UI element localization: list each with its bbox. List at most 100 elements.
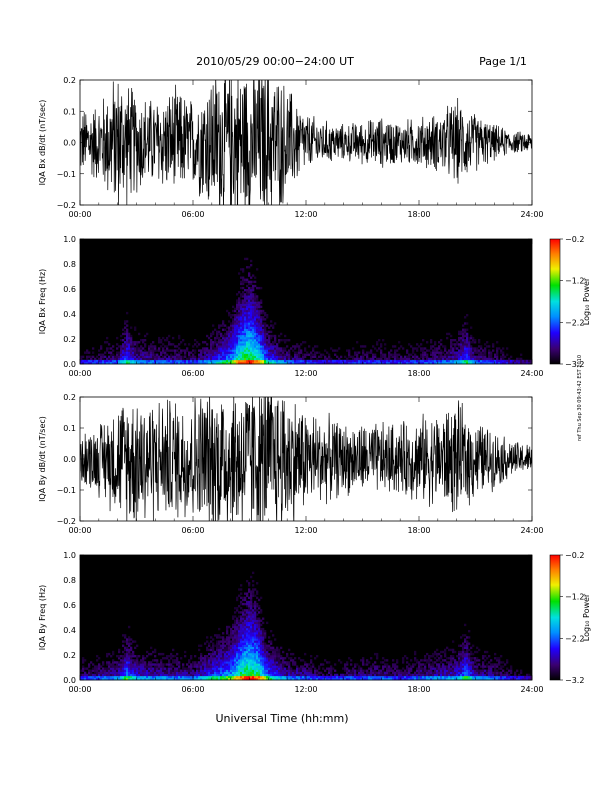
spectrogram-cell bbox=[298, 677, 301, 681]
spectrogram-cell bbox=[262, 324, 265, 327]
spectrogram-cell bbox=[110, 675, 113, 679]
spectrogram-cell bbox=[238, 642, 241, 645]
spectrogram-cell bbox=[222, 644, 225, 647]
spectrogram-cell bbox=[238, 326, 241, 329]
spectrogram-cell bbox=[306, 359, 309, 363]
spectrogram-cell bbox=[250, 305, 253, 309]
spectrogram-cell bbox=[236, 663, 239, 666]
spectrogram-cell bbox=[512, 675, 515, 679]
spectrogram-cell bbox=[160, 659, 163, 662]
spectrogram-cell bbox=[248, 334, 251, 338]
spectrogram-cell bbox=[98, 675, 101, 679]
spectrogram-cell bbox=[466, 636, 469, 639]
spectrogram-cell bbox=[222, 646, 225, 650]
spectrogram-cell bbox=[462, 644, 465, 647]
spectrogram-cell bbox=[152, 355, 155, 359]
spectrogram-cell bbox=[228, 353, 231, 356]
spectrogram-cell bbox=[134, 673, 137, 677]
spectrogram-cell bbox=[510, 361, 513, 365]
spectrogram-cell bbox=[238, 305, 241, 309]
spectrogram-cell bbox=[362, 345, 365, 348]
spectrogram-cell bbox=[216, 343, 219, 346]
spectrogram-cell bbox=[110, 347, 113, 350]
spectrogram-cell bbox=[366, 675, 369, 679]
spectrogram-cell bbox=[276, 675, 279, 679]
spectrogram-cell bbox=[270, 320, 273, 323]
spectrogram-cell bbox=[212, 341, 215, 344]
spectrogram-cell bbox=[488, 359, 491, 363]
spectrogram-cell bbox=[258, 677, 261, 681]
spectrogram-cell bbox=[462, 655, 465, 658]
spectrogram-cell bbox=[272, 657, 275, 660]
spectrogram-cell bbox=[224, 667, 227, 670]
spectrogram-cell bbox=[250, 652, 253, 656]
spectrogram-cell bbox=[370, 673, 373, 677]
spectrogram-cell bbox=[454, 673, 457, 677]
spectrogram-cell bbox=[250, 280, 253, 284]
spectrogram-cell bbox=[220, 667, 223, 670]
spectrogram-cell bbox=[232, 339, 235, 342]
spectrogram-cell bbox=[470, 341, 473, 344]
spectrogram-cell bbox=[386, 659, 389, 662]
spectrogram-cell bbox=[254, 648, 257, 652]
spectrogram-cell bbox=[322, 675, 325, 679]
spectrogram-cell bbox=[320, 675, 323, 679]
spectrogram-cell bbox=[212, 665, 215, 668]
spectrogram-cell bbox=[264, 632, 267, 635]
spectrogram-cell bbox=[420, 663, 423, 666]
spectrogram-cell bbox=[474, 347, 477, 350]
spectrogram-cell bbox=[206, 636, 209, 639]
spectrogram-cell bbox=[236, 322, 239, 325]
spectrogram-cell bbox=[320, 671, 323, 675]
spectrogram-cell bbox=[144, 343, 147, 346]
spectrogram-cell bbox=[122, 640, 125, 643]
spectrogram-cell bbox=[144, 669, 147, 672]
spectrogram-cell bbox=[130, 646, 133, 650]
spectrogram-cell bbox=[456, 351, 459, 354]
spectrogram-cell bbox=[410, 677, 413, 681]
spectrogram-cell bbox=[190, 663, 193, 666]
spectrogram-cell bbox=[438, 675, 441, 679]
spectrogram-cell bbox=[460, 359, 463, 363]
spectrogram-cell bbox=[258, 322, 261, 325]
spectrogram-cell bbox=[88, 677, 91, 681]
x-tick-label: 06:00 bbox=[181, 369, 204, 378]
spectrogram-cell bbox=[270, 334, 273, 338]
spectrogram-cell bbox=[266, 671, 269, 675]
spectrogram-cell bbox=[252, 301, 255, 304]
spectrogram-cell bbox=[166, 347, 169, 350]
spectrogram-cell bbox=[228, 336, 231, 340]
spectrogram-cell bbox=[478, 648, 481, 652]
spectrogram-cell bbox=[464, 650, 467, 654]
spectrogram-cell bbox=[436, 665, 439, 668]
spectrogram-cell bbox=[250, 326, 253, 329]
spectrogram-cell bbox=[224, 361, 227, 365]
spectrogram-cell bbox=[272, 343, 275, 346]
spectrogram-cell bbox=[236, 673, 239, 677]
spectrogram-cell bbox=[346, 675, 349, 679]
spectrogram-cell bbox=[260, 634, 263, 637]
spectrogram-cell bbox=[248, 584, 251, 587]
spectrogram-cell bbox=[452, 353, 455, 356]
spectrogram-cell bbox=[224, 336, 227, 340]
spectrogram-cell bbox=[228, 665, 231, 668]
spectrogram-cell bbox=[432, 349, 435, 352]
spectrogram-cell bbox=[210, 343, 213, 346]
spectrogram-cell bbox=[328, 355, 331, 359]
spectrogram-cell bbox=[424, 361, 427, 365]
spectrogram-cell bbox=[460, 347, 463, 350]
spectrogram-cell bbox=[116, 655, 119, 658]
spectrogram-cell bbox=[230, 642, 233, 645]
spectrogram-cell bbox=[268, 343, 271, 346]
spectrogram-cell bbox=[216, 669, 219, 672]
spectrogram-cell bbox=[396, 355, 399, 359]
spectrogram-cell bbox=[194, 677, 197, 681]
spectrogram-cell bbox=[354, 361, 357, 365]
spectrogram-cell bbox=[418, 665, 421, 668]
spectrogram-cell bbox=[212, 355, 215, 359]
spectrogram-cell bbox=[250, 621, 253, 625]
spectrogram-cell bbox=[204, 359, 207, 363]
spectrogram-cell bbox=[244, 332, 247, 336]
spectrogram-cell bbox=[252, 334, 255, 338]
spectrogram-cell bbox=[458, 339, 461, 342]
